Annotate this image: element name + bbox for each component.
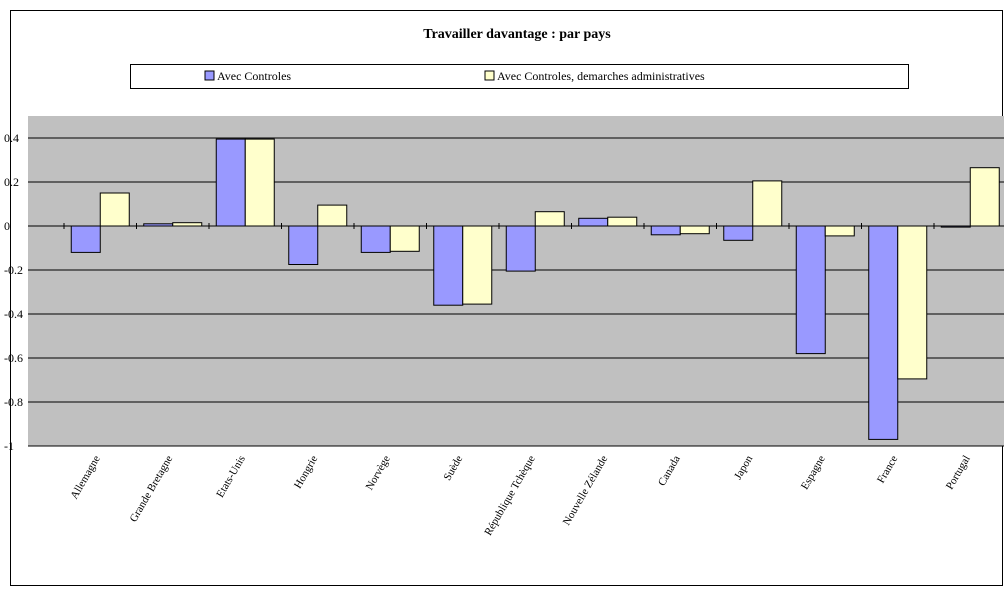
bar: [578, 217, 609, 227]
bar: [244, 138, 275, 227]
bar: [389, 225, 420, 252]
bar: [505, 225, 536, 272]
bar: [288, 225, 319, 265]
plot-area: [28, 116, 1004, 446]
bar: [679, 225, 710, 235]
y-tick-label: 0.4: [4, 131, 19, 145]
legend: [130, 64, 909, 89]
bar: [824, 225, 855, 237]
y-tick-label: -0.4: [4, 307, 23, 321]
bar: [317, 204, 348, 227]
legend-label: Avec Controles: [217, 69, 291, 83]
bar: [433, 225, 464, 306]
bar: [70, 225, 101, 253]
y-tick-label: 0: [4, 219, 10, 233]
bar: [752, 180, 783, 227]
bar: [723, 225, 754, 241]
bar: [795, 225, 826, 355]
bar: [534, 211, 565, 227]
chart-title: Travailler davantage : par pays: [423, 27, 611, 42]
bar: [969, 167, 1000, 227]
bar: [360, 225, 391, 253]
y-tick-label: -0.8: [4, 395, 23, 409]
y-tick-label: -0.2: [4, 263, 23, 277]
y-tick-label: -0.6: [4, 351, 23, 365]
legend-label: Avec Controles, demarches administrative…: [497, 69, 705, 83]
legend-swatch: [484, 70, 495, 81]
bar: [462, 225, 493, 305]
bar: [99, 192, 130, 227]
bar: [897, 225, 928, 380]
y-tick-label: 0.2: [4, 175, 19, 189]
bar: [650, 225, 681, 236]
legend-swatch: [204, 70, 215, 81]
bar: [607, 216, 638, 227]
bar: [868, 225, 899, 440]
bar: [215, 138, 246, 227]
y-tick-label: -1: [4, 439, 14, 453]
